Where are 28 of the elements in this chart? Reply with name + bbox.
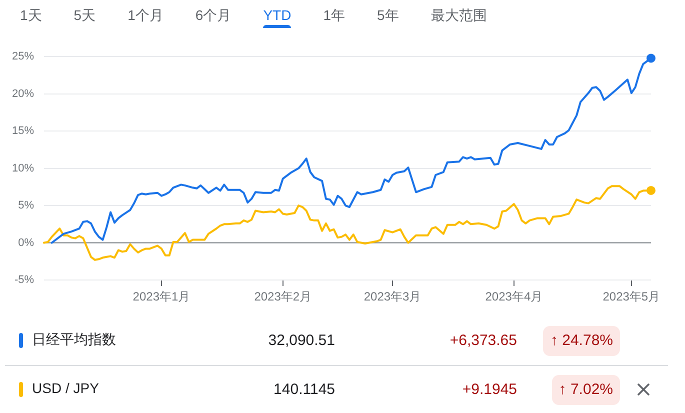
y-tick-label: -5% xyxy=(14,274,34,286)
legend-label: 日经平均指数 xyxy=(32,330,116,348)
category-label: YTD xyxy=(263,7,292,24)
category-label: 1天 xyxy=(20,7,42,24)
text: +9.1945 xyxy=(462,381,517,399)
category-label: 1个月 xyxy=(128,7,164,24)
text: 140.1145 xyxy=(274,381,335,399)
x-tick-label: 2023年1月 xyxy=(132,290,190,304)
category-label: 1年 xyxy=(323,7,345,24)
category-label: 6个月 xyxy=(195,7,232,24)
x-tick-label: 2023年3月 xyxy=(364,290,422,304)
legend-label: USD / JPY xyxy=(32,379,99,397)
y-tick-label: 5% xyxy=(18,200,34,212)
category-label: 5年 xyxy=(376,7,399,24)
y-tick-label: 10% xyxy=(12,162,34,174)
y-tick-label: 0% xyxy=(18,236,34,249)
x-tick-label: 2023年4月 xyxy=(485,290,543,304)
text: ↑ 24.78% xyxy=(543,326,620,356)
category-label: 5天 xyxy=(74,7,96,24)
y-tick-label: 25% xyxy=(12,50,34,63)
x-tick-label: 2023年5月 xyxy=(602,290,660,304)
y-tick-label: 15% xyxy=(12,125,34,138)
y-tick-label: 20% xyxy=(12,88,34,100)
text: +6,373.65 xyxy=(450,332,517,350)
category-label: 最大范围 xyxy=(430,7,487,24)
text: ↑ 7.02% xyxy=(552,375,620,405)
x-tick-label: 2023年2月 xyxy=(254,290,312,304)
text: 32,090.51 xyxy=(268,332,335,350)
